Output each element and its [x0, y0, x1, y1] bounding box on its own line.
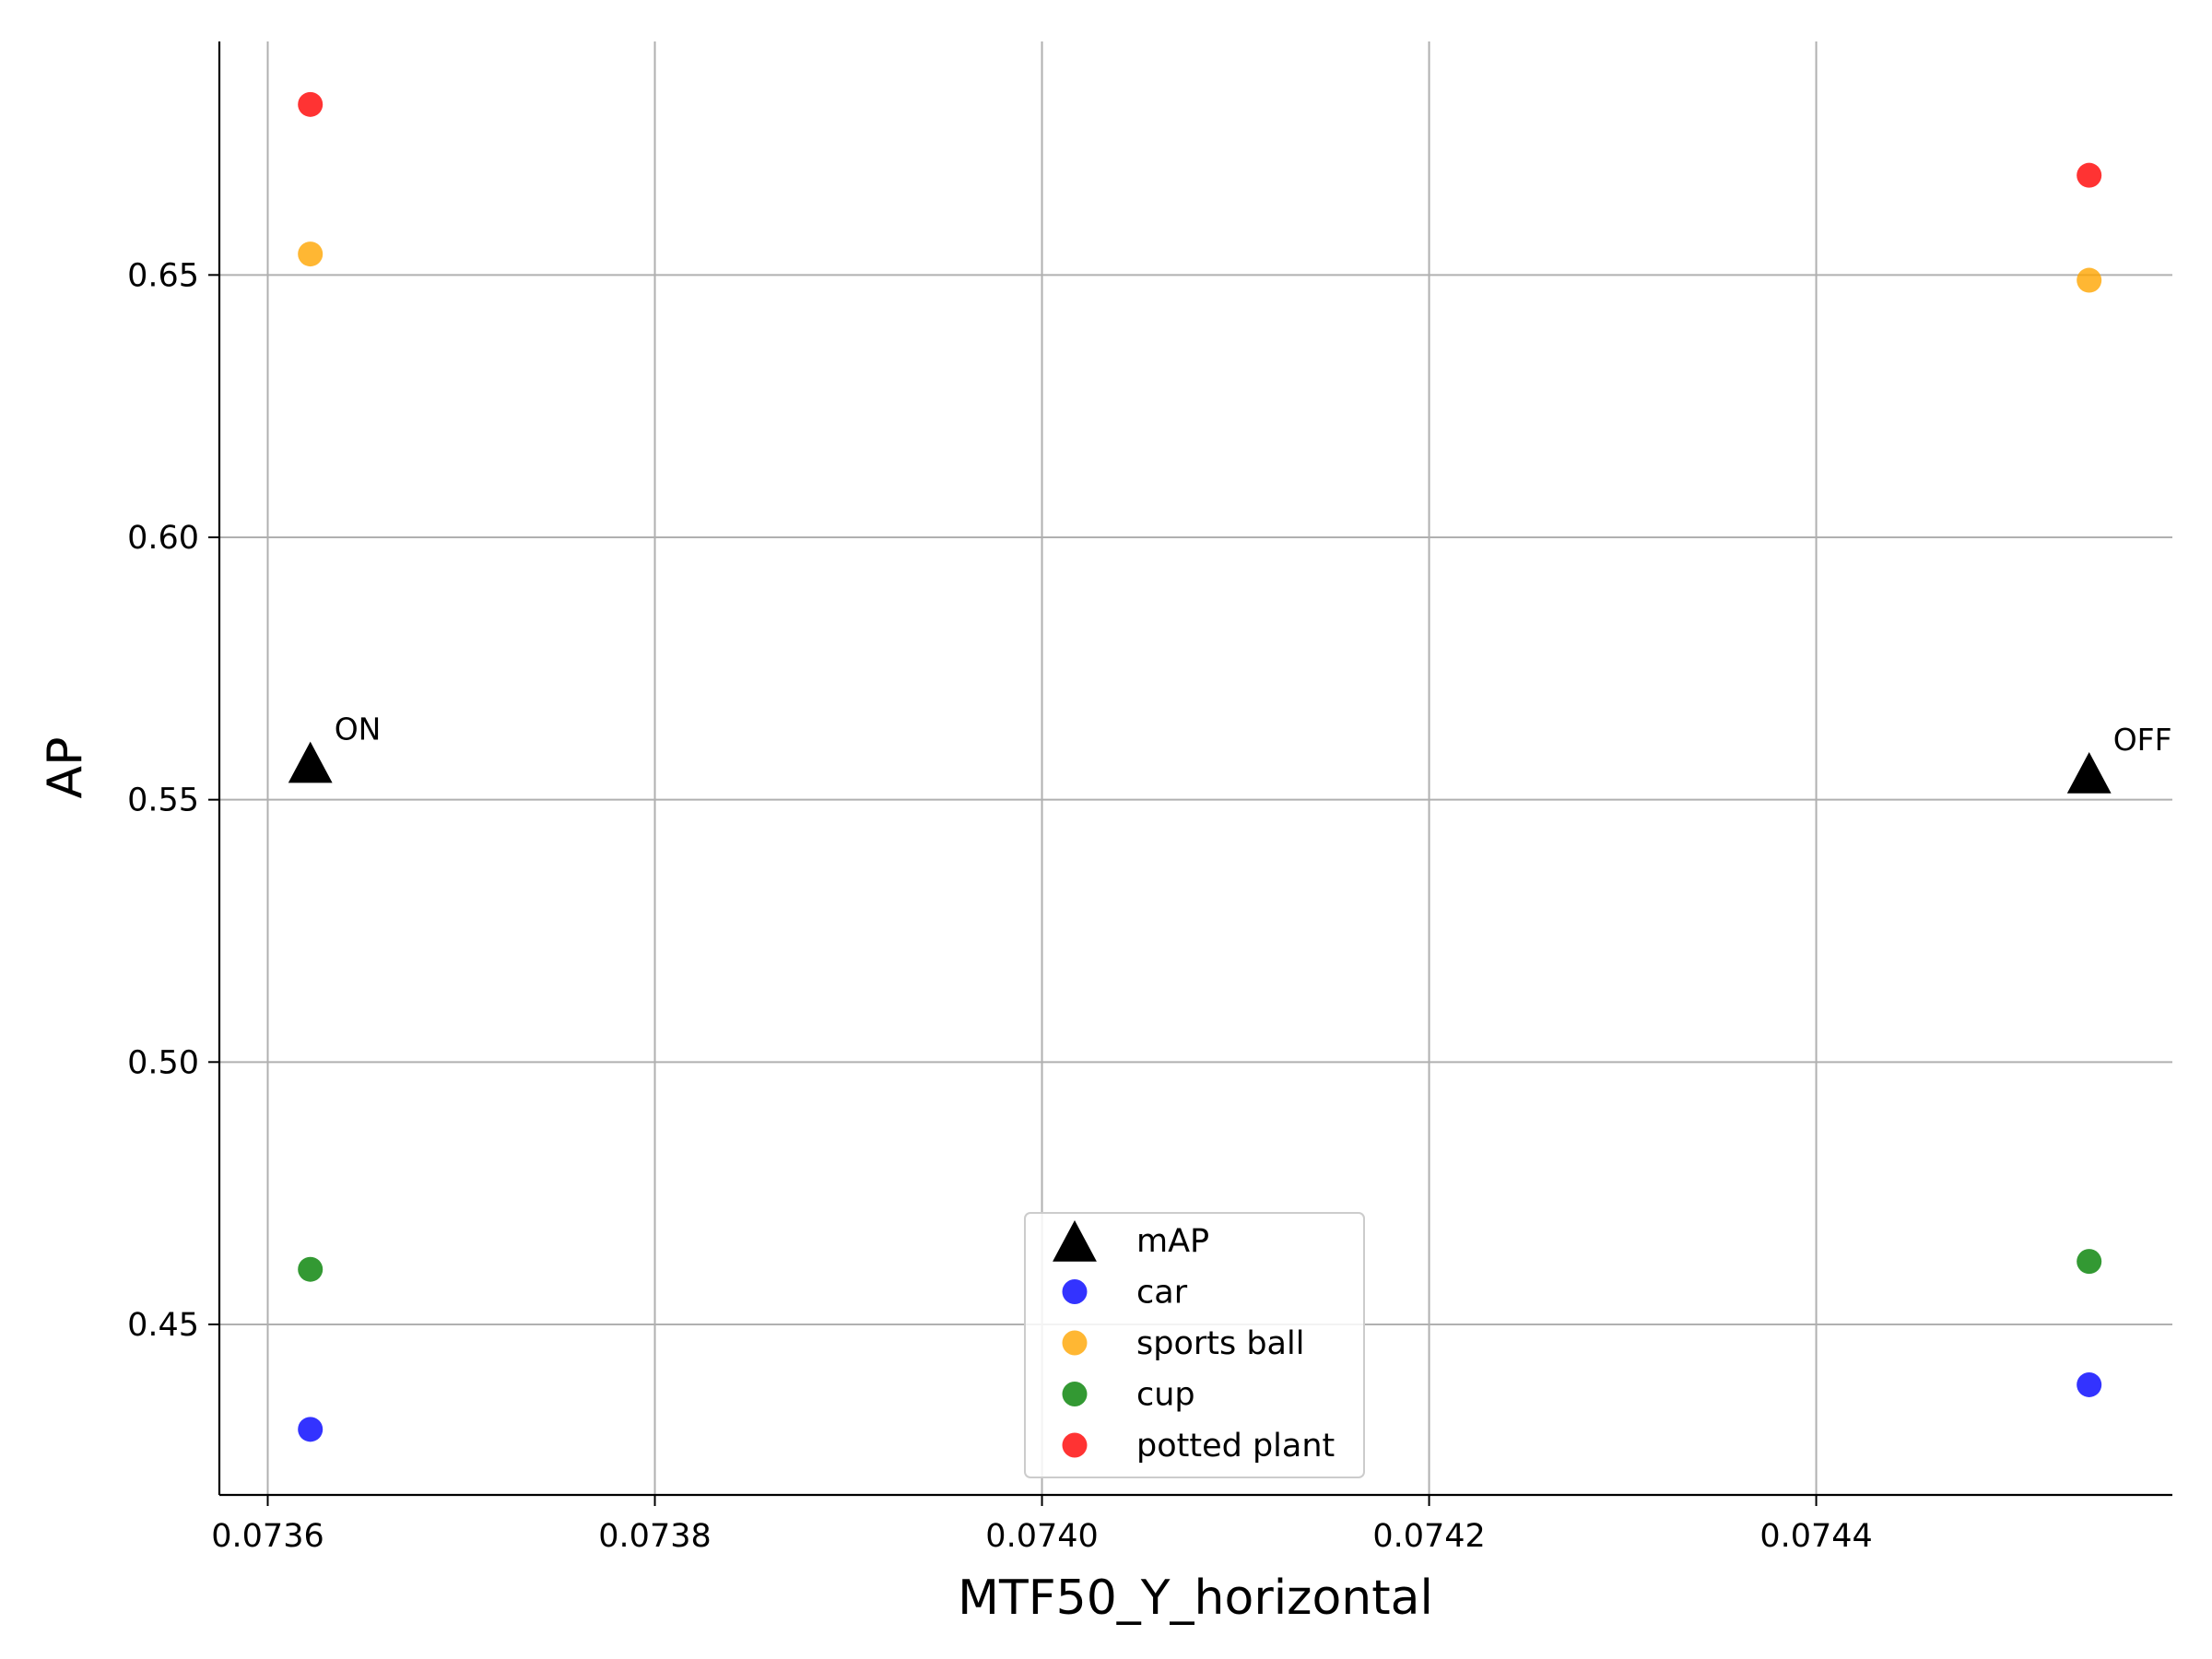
- y-tick-label: 0.50: [127, 1044, 199, 1081]
- legend-label: potted plant: [1136, 1428, 1335, 1465]
- point-annotation: ON: [335, 712, 382, 747]
- legend-marker: [1062, 1279, 1088, 1304]
- x-ticks: 0.0736 0.0738 0.0740 0.0742 0.0744: [211, 1495, 1873, 1555]
- point-sports-ball: [298, 241, 324, 267]
- x-tick-label: 0.0736: [211, 1518, 324, 1555]
- legend-marker: [1053, 1220, 1097, 1262]
- point-sports-ball: [2077, 267, 2102, 293]
- x-tick-label: 0.0744: [1759, 1518, 1872, 1555]
- legend-marker: [1062, 1432, 1088, 1458]
- point-cup: [298, 1256, 324, 1282]
- y-axis-label: AP: [38, 737, 93, 799]
- y-tick-label: 0.45: [127, 1307, 199, 1344]
- data-marks: [288, 91, 2112, 1442]
- point-map: [288, 741, 333, 783]
- legend-label: mAP: [1136, 1223, 1209, 1260]
- legend-label: sports ball: [1136, 1325, 1304, 1362]
- legend: mAP car sports ball cup potted plant: [1024, 1212, 1365, 1478]
- point-annotation: OFF: [2113, 722, 2172, 758]
- x-axis-label: MTF50_Y_horizontal: [958, 1571, 1433, 1626]
- annotations: ON OFF: [335, 712, 2172, 758]
- point-car: [2077, 1371, 2102, 1397]
- legend-box: [1024, 1212, 1365, 1478]
- point-map: [2066, 752, 2112, 794]
- axes: [218, 41, 2172, 1497]
- y-tick-label: 0.65: [127, 257, 199, 294]
- y-tick-label: 0.60: [127, 520, 199, 557]
- point-potted-plant: [2077, 162, 2102, 188]
- legend-marker: [1062, 1330, 1088, 1356]
- x-tick-label: 0.0738: [598, 1518, 711, 1555]
- legend-marker: [1062, 1382, 1088, 1406]
- x-tick-label: 0.0742: [1372, 1518, 1485, 1555]
- x-tick-label: 0.0740: [985, 1518, 1098, 1555]
- y-ticks: 0.45 0.50 0.55 0.60 0.65: [127, 257, 219, 1344]
- legend-label: car: [1136, 1275, 1188, 1312]
- legend-label: cup: [1136, 1377, 1195, 1414]
- y-tick-label: 0.55: [127, 782, 199, 819]
- point-potted-plant: [298, 91, 324, 117]
- point-cup: [2077, 1249, 2102, 1275]
- point-car: [298, 1417, 324, 1442]
